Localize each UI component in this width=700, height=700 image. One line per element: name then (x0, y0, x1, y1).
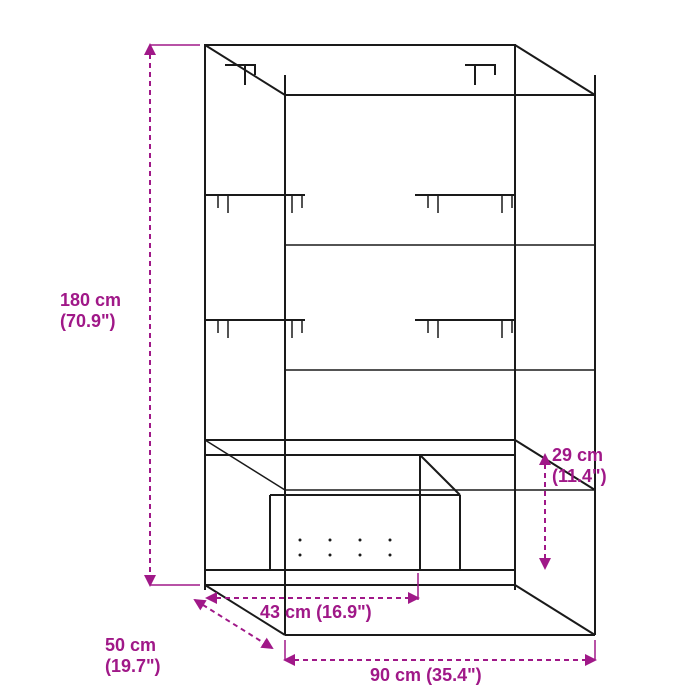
height-in: (70.9") (60, 311, 116, 331)
cubbyh-label: 29 cm (11.4") (552, 445, 607, 487)
width-label: 90 cm (35.4") (370, 665, 482, 686)
width-in: (35.4") (426, 665, 482, 685)
wardrobe-lines (205, 45, 595, 635)
cubbyw-cm: 43 cm (260, 602, 311, 622)
depth-label: 50 cm (19.7") (105, 635, 161, 677)
cubbyh-cm: 29 cm (552, 445, 603, 465)
wardrobe-diagram (0, 0, 700, 700)
cubbyw-in: (16.9") (316, 602, 372, 622)
depth-cm: 50 cm (105, 635, 156, 655)
diagram-container: 180 cm (70.9") 90 cm (35.4") 50 cm (19.7… (0, 0, 700, 700)
depth-in: (19.7") (105, 656, 161, 676)
cubbyh-in: (11.4") (552, 466, 607, 486)
dimension-lines (150, 45, 595, 660)
cubbyw-label: 43 cm (16.9") (260, 602, 372, 623)
height-cm: 180 cm (60, 290, 121, 310)
height-label: 180 cm (70.9") (60, 290, 121, 332)
width-cm: 90 cm (370, 665, 421, 685)
